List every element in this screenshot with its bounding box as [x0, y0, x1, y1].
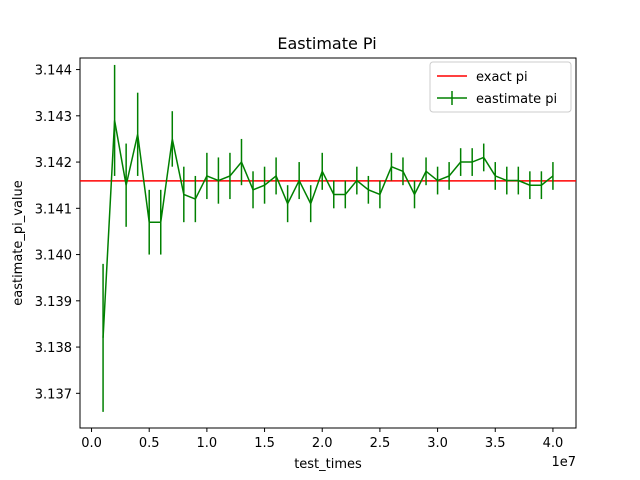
- y-tick-label: 3.142: [35, 156, 72, 171]
- legend-eastimate-pi-label: eastimate pi: [476, 92, 557, 107]
- x-tick-label: 3.5: [485, 436, 506, 451]
- eastimate-pi-line: [102, 120, 554, 338]
- x-tick-label: 0.5: [139, 436, 160, 451]
- x-tick-label: 3.0: [427, 436, 448, 451]
- y-tick-label: 3.139: [35, 295, 72, 310]
- y-tick-label: 3.143: [35, 110, 72, 125]
- y-tick-label: 3.144: [35, 64, 72, 79]
- plot-area: [79, 57, 577, 429]
- x-tick-label: 2.5: [370, 436, 391, 451]
- y-tick-label: 3.141: [35, 202, 72, 217]
- y-tick-label: 3.138: [35, 341, 72, 356]
- x-tick-label: 1.5: [254, 436, 275, 451]
- x-tick-label: 1.0: [197, 436, 218, 451]
- x-offset-text: 1e7: [551, 455, 576, 470]
- y-axis-label: eastimate_pi_value: [11, 180, 26, 306]
- legend-exact-pi-label: exact pi: [476, 70, 528, 85]
- x-tick-label: 0.0: [81, 436, 102, 451]
- x-axis-label: test_times: [294, 457, 362, 472]
- legend: exact pi eastimate pi: [429, 61, 572, 113]
- x-tick-label: 2.0: [312, 436, 333, 451]
- y-tick-label: 3.137: [35, 387, 72, 402]
- chart-title: Eastimate Pi: [277, 34, 376, 53]
- y-axis: 3.137 3.138 3.139 3.140 3.141 3.142 3.143 3.144: [35, 64, 80, 402]
- x-axis: 0.0 0.5 1.0 1.5 2.0 2.5 3.0 3.5 4.0: [81, 428, 563, 451]
- y-tick-label: 3.140: [35, 249, 72, 264]
- x-tick-label: 4.0: [543, 436, 564, 451]
- legend-box: [429, 61, 572, 113]
